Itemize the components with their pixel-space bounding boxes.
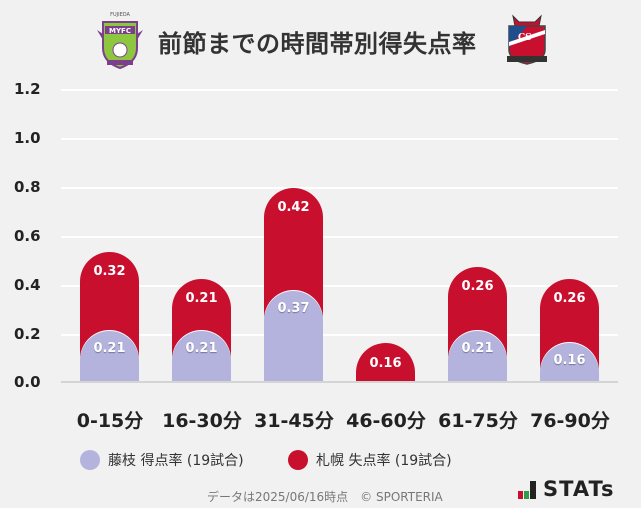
bar-value-label: 0.21 [93,341,126,356]
bar-group: 0.26 0.16 [540,279,599,382]
gridline [61,285,618,287]
bar-group: 0.32 0.21 [80,252,139,382]
bar-value-label: 0.21 [185,291,218,306]
x-tick: 16-30分 [162,410,242,432]
page-title: 前節までの時間帯別得失点率 [158,30,477,58]
bar-value-label: 0.16 [553,353,586,368]
y-tick: 1.0 [14,129,41,147]
bar-value-label: 0.32 [93,264,126,279]
legend-item-fujieda[interactable]: 藤枝 得点率 (19試合) [80,450,244,470]
y-tick: 0.8 [14,178,41,196]
x-tick: 0-15分 [76,410,144,432]
stats-brand-logo: STATs [518,477,615,501]
y-tick: 0.2 [14,325,41,343]
legend-swatch-icon [288,450,308,470]
bar-value-label: 0.26 [461,279,494,294]
fujieda-crest-icon: FUJIEDA MYFC [95,10,145,70]
bar-group: 0.26 0.21 [448,267,507,382]
legend-label: 藤枝 得点率 (19試合) [108,453,244,469]
x-tick: 46-60分 [346,410,426,432]
bar-segment-fujieda-scored[interactable]: 0.21 [172,331,231,382]
bar-segment-fujieda-scored[interactable]: 0.37 [264,291,323,382]
bar-value-label: 0.42 [277,200,310,215]
legend-item-sapporo[interactable]: 札幌 失点率 (19試合) [288,450,452,470]
gridline [61,89,618,91]
bar-segment-fujieda-scored[interactable]: 0.21 [80,331,139,382]
y-tick: 0.4 [14,276,41,294]
bar-group: 0.42 0.37 [264,188,323,382]
x-tick: 76-90分 [530,410,610,432]
bar-segment-fujieda-scored[interactable]: 0.21 [448,331,507,382]
x-tick: 31-45分 [254,410,334,432]
sapporo-crest-icon: CS [503,12,551,68]
gridline [61,236,618,238]
y-tick: 0.0 [14,373,41,391]
brand-name: STATs [543,477,615,501]
x-tick: 61-75分 [438,410,518,432]
gridline [61,187,618,189]
bar-group: 0.16 [356,343,415,382]
bar-chart-icon [518,481,536,499]
bar-group: 0.21 0.21 [172,279,231,382]
svg-text:CS: CS [518,33,532,43]
data-note: データは2025/06/16時点 © SPORTERIA [207,490,443,504]
x-axis-line [61,381,618,383]
y-tick: 0.6 [14,227,41,245]
svg-text:MYFC: MYFC [109,27,131,35]
bar-value-label: 0.37 [277,301,310,316]
bar-segment-sapporo-conceded[interactable]: 0.16 [356,343,415,382]
bar-value-label: 0.21 [185,341,218,356]
y-tick: 1.2 [14,80,41,98]
svg-text:FUJIEDA: FUJIEDA [110,12,130,18]
bar-value-label: 0.21 [461,341,494,356]
gridline [61,138,618,140]
bar-value-label: 0.16 [369,356,402,371]
legend-label: 札幌 失点率 (19試合) [316,453,452,469]
gridline [61,334,618,336]
legend-swatch-icon [80,450,100,470]
bar-value-label: 0.26 [553,291,586,306]
